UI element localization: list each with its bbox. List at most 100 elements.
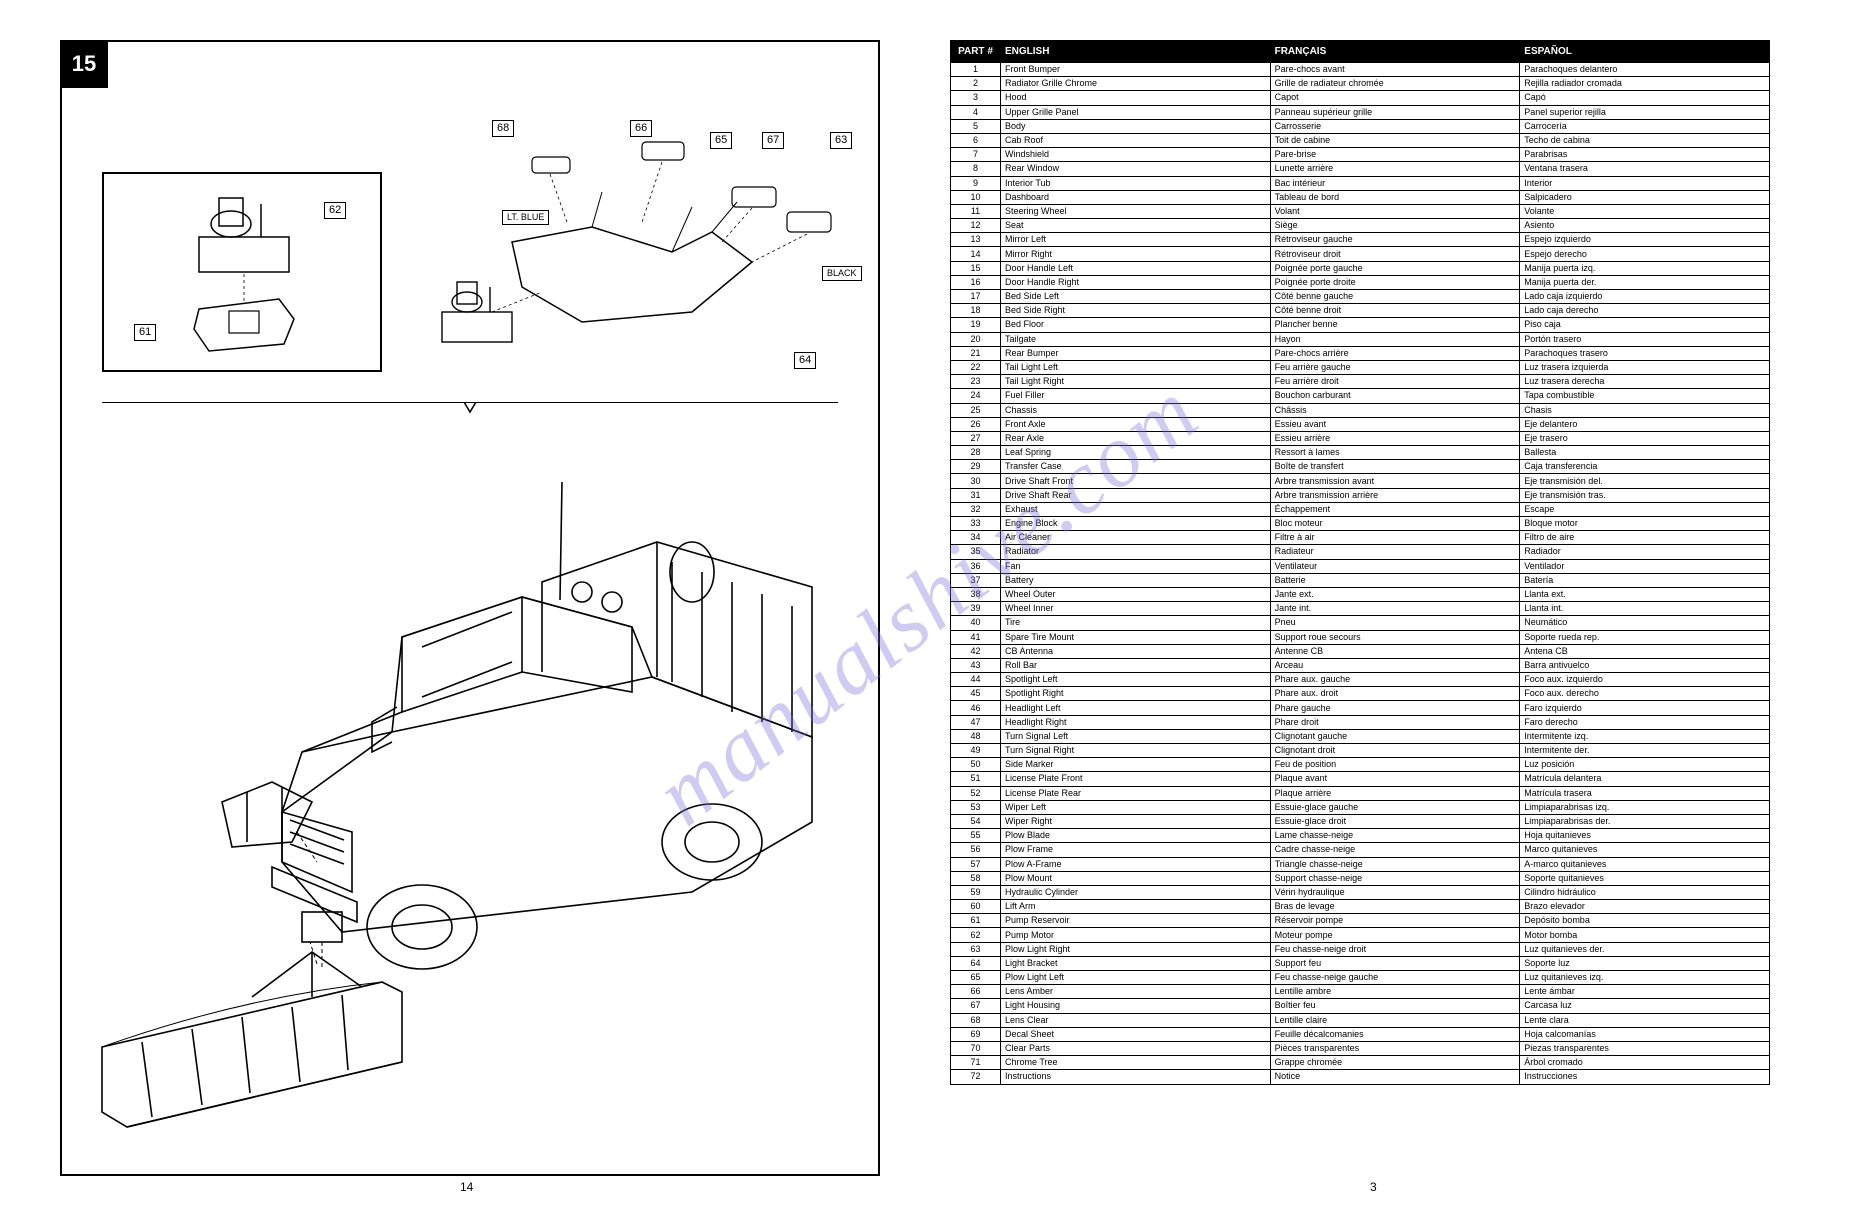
table-cell: 33 bbox=[951, 517, 1001, 531]
table-row: 9Interior TubBac intérieurInterior bbox=[951, 176, 1770, 190]
table-cell: Rear Window bbox=[1000, 162, 1270, 176]
table-cell: 31 bbox=[951, 488, 1001, 502]
table-cell: Volant bbox=[1270, 204, 1520, 218]
table-cell: Barra antivuelco bbox=[1520, 658, 1770, 672]
table-row: 22Tail Light LeftFeu arrière gaucheLuz t… bbox=[951, 360, 1770, 374]
table-cell: Radiator Grille Chrome bbox=[1000, 77, 1270, 91]
table-cell: Grille de radiateur chromée bbox=[1270, 77, 1520, 91]
table-cell: 8 bbox=[951, 162, 1001, 176]
table-cell: 59 bbox=[951, 885, 1001, 899]
table-cell: Door Handle Left bbox=[1000, 261, 1270, 275]
table-cell: Triangle chasse-neige bbox=[1270, 857, 1520, 871]
table-cell: Vérin hydraulique bbox=[1270, 885, 1520, 899]
table-cell: Chrome Tree bbox=[1000, 1056, 1270, 1070]
table-cell: Wheel Outer bbox=[1000, 587, 1270, 601]
callout-66: 66 bbox=[630, 120, 652, 137]
table-row: 68Lens ClearLentille claireLente clara bbox=[951, 1013, 1770, 1027]
table-cell: Escape bbox=[1520, 502, 1770, 516]
table-cell: Roll Bar bbox=[1000, 658, 1270, 672]
table-cell: Tail Light Left bbox=[1000, 360, 1270, 374]
table-cell: Ventilador bbox=[1520, 559, 1770, 573]
table-cell: Mirror Right bbox=[1000, 247, 1270, 261]
table-cell: Lift Arm bbox=[1000, 900, 1270, 914]
table-cell: Instrucciones bbox=[1520, 1070, 1770, 1084]
table-cell: Ballesta bbox=[1520, 446, 1770, 460]
page-spread: 15 bbox=[0, 0, 1854, 1206]
table-cell: Motor bomba bbox=[1520, 928, 1770, 942]
parts-table: PART # ENGLISH FRANÇAIS ESPAÑOL 1Front B… bbox=[950, 40, 1770, 1085]
table-cell: 52 bbox=[951, 786, 1001, 800]
table-cell: Faro izquierdo bbox=[1520, 701, 1770, 715]
col-espanol: ESPAÑOL bbox=[1520, 41, 1770, 63]
table-cell: 49 bbox=[951, 744, 1001, 758]
table-cell: 62 bbox=[951, 928, 1001, 942]
table-row: 67Light HousingBoîtier feuCarcasa luz bbox=[951, 999, 1770, 1013]
callout-63: 63 bbox=[830, 132, 852, 149]
table-row: 56Plow FrameCadre chasse-neigeMarco quit… bbox=[951, 843, 1770, 857]
table-row: 24Fuel FillerBouchon carburantTapa combu… bbox=[951, 389, 1770, 403]
table-cell: 72 bbox=[951, 1070, 1001, 1084]
table-cell: 16 bbox=[951, 275, 1001, 289]
table-row: 38Wheel OuterJante ext.Llanta ext. bbox=[951, 587, 1770, 601]
table-row: 48Turn Signal LeftClignotant gaucheInter… bbox=[951, 729, 1770, 743]
assembly-diagram-panel: 15 bbox=[60, 40, 880, 1176]
table-row: 27Rear AxleEssieu arrièreEje trasero bbox=[951, 431, 1770, 445]
table-row: 46Headlight LeftPhare gaucheFaro izquier… bbox=[951, 701, 1770, 715]
callout-black: BLACK bbox=[822, 266, 862, 281]
table-cell: Espejo derecho bbox=[1520, 247, 1770, 261]
table-cell: CB Antenna bbox=[1000, 644, 1270, 658]
table-row: 26Front AxleEssieu avantEje delantero bbox=[951, 417, 1770, 431]
table-cell: Hoja quitanieves bbox=[1520, 829, 1770, 843]
callout-ltblue: LT. BLUE bbox=[502, 210, 549, 225]
table-row: 25ChassisChâssisChasis bbox=[951, 403, 1770, 417]
table-cell: Cab Roof bbox=[1000, 133, 1270, 147]
callout-68: 68 bbox=[492, 120, 514, 137]
table-cell: Clear Parts bbox=[1000, 1041, 1270, 1055]
truck-illustration-svg bbox=[92, 422, 852, 1142]
table-cell: Luz quitanieves der. bbox=[1520, 942, 1770, 956]
page-number-left: 14 bbox=[460, 1180, 473, 1194]
table-cell: Support chasse-neige bbox=[1270, 871, 1520, 885]
table-cell: Poignée porte gauche bbox=[1270, 261, 1520, 275]
table-cell: 27 bbox=[951, 431, 1001, 445]
table-cell: Filtre à air bbox=[1270, 531, 1520, 545]
table-cell: Essuie-glace droit bbox=[1270, 814, 1520, 828]
table-cell: Essieu arrière bbox=[1270, 431, 1520, 445]
table-cell: Spotlight Left bbox=[1000, 673, 1270, 687]
table-cell: Carrocería bbox=[1520, 119, 1770, 133]
table-cell: Ressort à lames bbox=[1270, 446, 1520, 460]
table-cell: Manija puerta izq. bbox=[1520, 261, 1770, 275]
table-cell: Antenne CB bbox=[1270, 644, 1520, 658]
table-row: 28Leaf SpringRessort à lamesBallesta bbox=[951, 446, 1770, 460]
table-cell: 42 bbox=[951, 644, 1001, 658]
table-cell: Échappement bbox=[1270, 502, 1520, 516]
table-cell: Lado caja derecho bbox=[1520, 304, 1770, 318]
table-cell: 10 bbox=[951, 190, 1001, 204]
table-cell: Rear Axle bbox=[1000, 431, 1270, 445]
table-cell: Filtro de aire bbox=[1520, 531, 1770, 545]
table-cell: Cadre chasse-neige bbox=[1270, 843, 1520, 857]
table-cell: Panel superior rejilla bbox=[1520, 105, 1770, 119]
table-cell: 39 bbox=[951, 602, 1001, 616]
callout-inset-62: 62 bbox=[324, 202, 346, 219]
table-cell: Bed Floor bbox=[1000, 318, 1270, 332]
table-cell: Leaf Spring bbox=[1000, 446, 1270, 460]
table-cell: 22 bbox=[951, 360, 1001, 374]
table-row: 16Door Handle RightPoignée porte droiteM… bbox=[951, 275, 1770, 289]
table-cell: Arceau bbox=[1270, 658, 1520, 672]
table-cell: Carrosserie bbox=[1270, 119, 1520, 133]
parts-list-panel: PART # ENGLISH FRANÇAIS ESPAÑOL 1Front B… bbox=[950, 40, 1770, 1176]
table-cell: Rejilla radiador cromada bbox=[1520, 77, 1770, 91]
table-cell: Essuie-glace gauche bbox=[1270, 800, 1520, 814]
table-cell: Dashboard bbox=[1000, 190, 1270, 204]
table-cell: Bras de levage bbox=[1270, 900, 1520, 914]
table-cell: Volante bbox=[1520, 204, 1770, 218]
table-cell: Windshield bbox=[1000, 148, 1270, 162]
table-cell: Essieu avant bbox=[1270, 417, 1520, 431]
table-cell: Lens Amber bbox=[1000, 985, 1270, 999]
table-cell: Jante ext. bbox=[1270, 587, 1520, 601]
table-cell: 55 bbox=[951, 829, 1001, 843]
table-cell: Phare aux. gauche bbox=[1270, 673, 1520, 687]
table-cell: 70 bbox=[951, 1041, 1001, 1055]
table-cell: Lente clara bbox=[1520, 1013, 1770, 1027]
